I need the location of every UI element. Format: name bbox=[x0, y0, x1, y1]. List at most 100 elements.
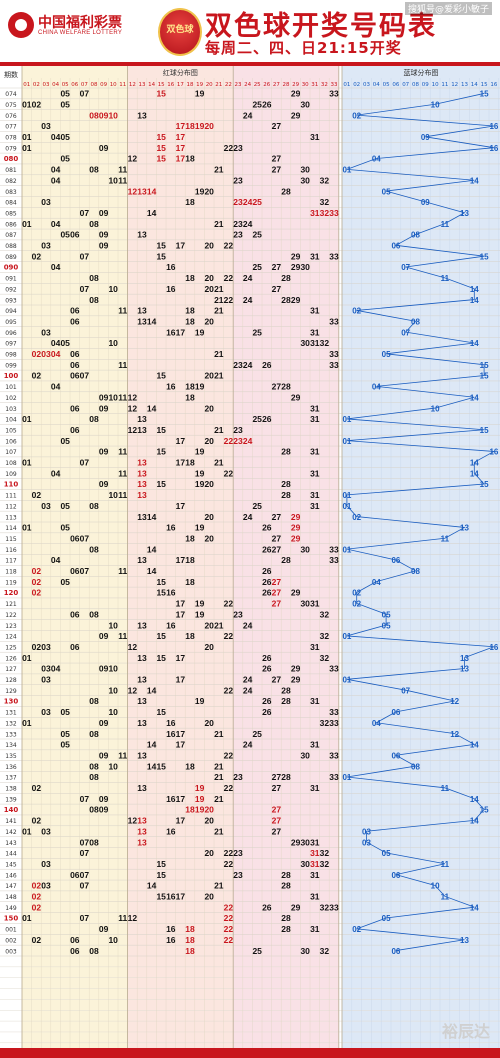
red-ball-number: 14 bbox=[147, 186, 157, 196]
red-ball-number: 23 bbox=[233, 230, 243, 240]
red-ball-number: 33 bbox=[329, 902, 339, 912]
red-ball-number: 29 bbox=[291, 533, 301, 543]
blue-ball-number: 03 bbox=[362, 838, 371, 847]
red-zone-header: 红球分布图 bbox=[163, 68, 198, 77]
period-label: 122 bbox=[5, 612, 17, 619]
red-ball-number: 07 bbox=[80, 794, 90, 804]
logo-english-text: CHINA WELFARE LOTTERY bbox=[38, 30, 123, 36]
red-ball-number: 26 bbox=[262, 566, 272, 576]
red-ball-number: 21 bbox=[214, 219, 224, 229]
red-ball-number: 07 bbox=[80, 371, 90, 381]
red-ball-number: 28 bbox=[281, 924, 291, 934]
red-ball-number: 23 bbox=[233, 609, 243, 619]
red-ball-number: 02 bbox=[32, 251, 42, 261]
blue-ball-number: 05 bbox=[382, 350, 391, 359]
blue-ball-number: 16 bbox=[489, 643, 498, 652]
red-column-label: 16 bbox=[167, 82, 174, 88]
red-ball-number: 10 bbox=[108, 761, 118, 771]
red-ball-number: 24 bbox=[243, 273, 253, 283]
red-ball-number: 17 bbox=[176, 555, 186, 565]
red-ball-number: 22 bbox=[224, 902, 234, 912]
red-ball-number: 16 bbox=[166, 523, 176, 533]
red-ball-number: 26 bbox=[262, 577, 272, 587]
red-ball-number: 31 bbox=[310, 501, 320, 511]
red-ball-number: 16 bbox=[166, 729, 176, 739]
period-label: 101 bbox=[5, 384, 17, 391]
red-ball-number: 27 bbox=[272, 262, 282, 272]
blue-ball-number: 13 bbox=[460, 936, 469, 945]
red-ball-number: 11 bbox=[118, 447, 127, 457]
red-ball-number: 08 bbox=[89, 772, 99, 782]
red-ball-number: 12 bbox=[128, 816, 138, 826]
red-ball-number: 17 bbox=[176, 794, 186, 804]
period-label: 138 bbox=[5, 786, 17, 793]
blue-ball-number: 14 bbox=[470, 285, 479, 294]
red-ball-number: 24 bbox=[243, 110, 253, 120]
red-ball-number: 31 bbox=[310, 924, 320, 934]
red-ball-number: 01 bbox=[22, 523, 32, 533]
red-ball-number: 17 bbox=[176, 143, 186, 153]
red-ball-number: 31 bbox=[310, 414, 320, 424]
red-ball-number: 33 bbox=[329, 349, 339, 359]
red-ball-number: 23 bbox=[233, 197, 243, 207]
red-ball-number: 21 bbox=[214, 761, 224, 771]
red-ball-number: 18 bbox=[185, 805, 195, 815]
red-ball-number: 26 bbox=[262, 414, 272, 424]
source-watermark: 搜狐号@爱彩小敏子 bbox=[404, 2, 492, 15]
blue-ball-number: 11 bbox=[441, 860, 450, 869]
red-ball-number: 02 bbox=[32, 783, 42, 793]
red-ball-number: 04 bbox=[51, 338, 61, 348]
red-ball-number: 06 bbox=[70, 425, 80, 435]
red-ball-number: 20 bbox=[204, 892, 214, 902]
red-ball-number: 04 bbox=[51, 349, 61, 359]
period-header: 期数 bbox=[4, 70, 18, 79]
red-ball-number: 09 bbox=[99, 447, 109, 457]
blue-ball-number: 06 bbox=[391, 708, 400, 717]
red-ball-number: 04 bbox=[51, 468, 61, 478]
red-ball-number: 31 bbox=[310, 490, 320, 500]
period-label: 123 bbox=[5, 623, 17, 630]
red-ball-number: 30 bbox=[300, 859, 310, 869]
red-column-label: 02 bbox=[33, 82, 40, 88]
blue-ball-number: 14 bbox=[470, 903, 479, 912]
blue-ball-number: 14 bbox=[470, 393, 479, 402]
red-ball-number: 12 bbox=[128, 403, 138, 413]
red-ball-number: 31 bbox=[310, 403, 320, 413]
blue-zone-bg bbox=[342, 66, 500, 1048]
red-ball-number: 06 bbox=[70, 360, 80, 370]
red-ball-number: 05 bbox=[60, 436, 70, 446]
period-label: 002 bbox=[5, 937, 17, 944]
welfare-lottery-logo: 中国福利彩票 CHINA WELFARE LOTTERY bbox=[8, 10, 128, 44]
red-column-label: 21 bbox=[215, 82, 222, 88]
red-ball-number: 01 bbox=[22, 132, 32, 142]
game-logo-text: 双色球 bbox=[166, 25, 194, 35]
red-ball-number: 25 bbox=[252, 230, 262, 240]
red-ball-number: 31 bbox=[310, 740, 320, 750]
red-ball-number: 13 bbox=[137, 620, 147, 630]
red-ball-number: 03 bbox=[41, 826, 51, 836]
red-ball-number: 23 bbox=[233, 772, 243, 782]
red-ball-number: 07 bbox=[80, 89, 90, 99]
red-ball-number: 13 bbox=[137, 512, 147, 522]
red-ball-number: 25 bbox=[252, 197, 262, 207]
red-ball-number: 04 bbox=[51, 664, 61, 674]
red-ball-number: 33 bbox=[329, 772, 339, 782]
red-ball-number: 09 bbox=[99, 718, 109, 728]
red-ball-number: 32 bbox=[320, 208, 330, 218]
red-ball-number: 03 bbox=[41, 881, 51, 891]
period-label: 099 bbox=[5, 362, 17, 369]
red-column-label: 19 bbox=[196, 82, 203, 88]
red-ball-number: 04 bbox=[51, 175, 61, 185]
red-ball-number: 22 bbox=[224, 783, 234, 793]
red-ball-number: 15 bbox=[156, 631, 166, 641]
red-ball-number: 23 bbox=[233, 360, 243, 370]
blue-ball-number: 11 bbox=[441, 784, 450, 793]
red-ball-number: 15 bbox=[156, 251, 166, 261]
red-ball-number: 20 bbox=[204, 121, 214, 131]
red-ball-number: 14 bbox=[147, 403, 157, 413]
red-column-label: 08 bbox=[91, 82, 98, 88]
blue-ball-number: 11 bbox=[441, 893, 450, 902]
red-ball-number: 13 bbox=[137, 837, 147, 847]
red-ball-number: 09 bbox=[99, 750, 109, 760]
red-ball-number: 14 bbox=[147, 566, 157, 576]
